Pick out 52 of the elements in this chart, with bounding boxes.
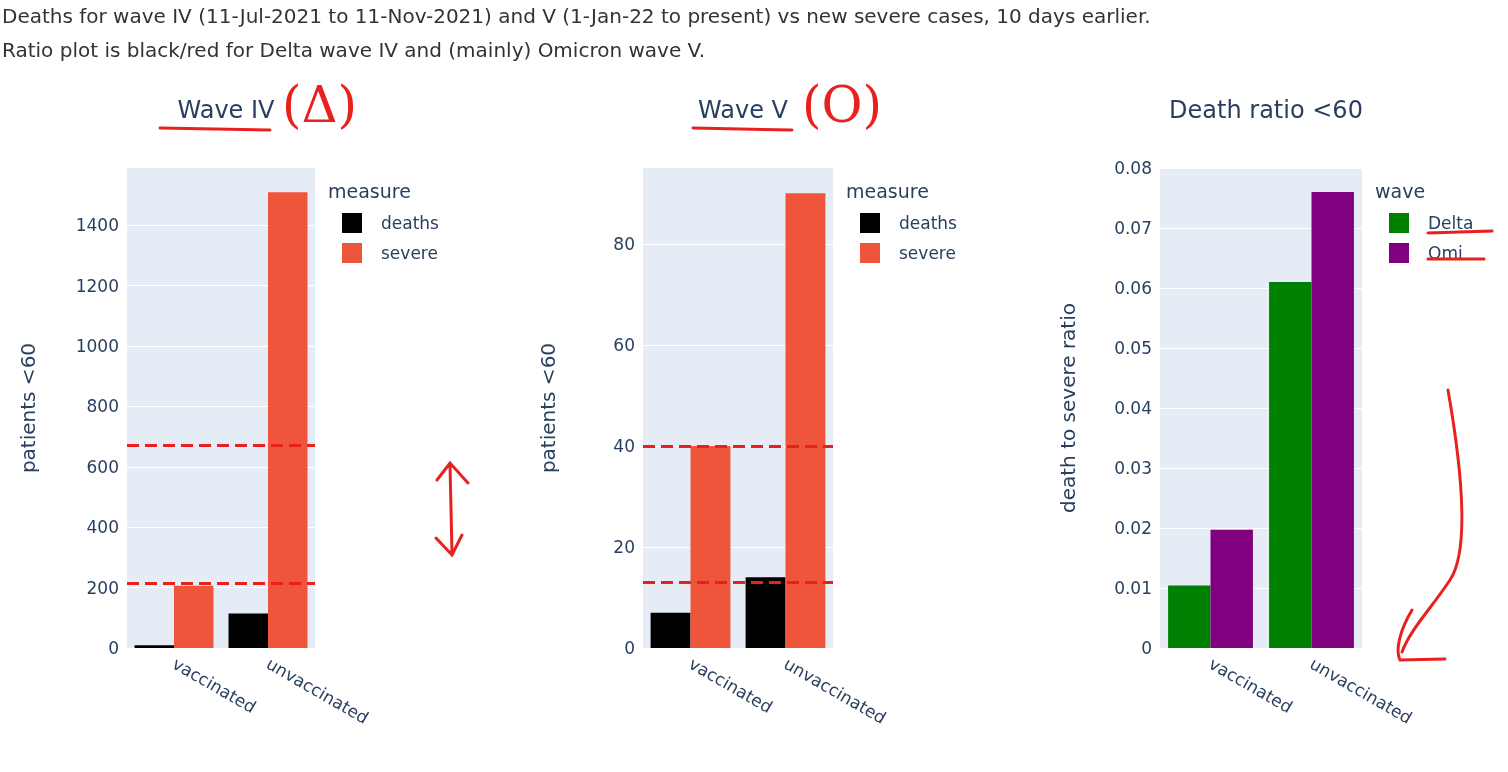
y-tick-label: 0 bbox=[1141, 638, 1152, 658]
y-tick-label: 1000 bbox=[75, 336, 119, 357]
legend-label: deaths bbox=[381, 213, 440, 233]
y-tick-label: 0.06 bbox=[1114, 278, 1152, 298]
bar bbox=[228, 613, 268, 648]
text: (Δ) bbox=[282, 76, 358, 134]
y-tick-label: 0.03 bbox=[1114, 458, 1152, 478]
y-tick-label: 0 bbox=[624, 638, 635, 658]
legend-label: deaths bbox=[899, 213, 958, 233]
y-tick-label: 800 bbox=[86, 396, 119, 417]
y-tick-label: 0.01 bbox=[1114, 578, 1152, 598]
text: (O) bbox=[802, 76, 883, 134]
bar bbox=[1168, 585, 1211, 648]
y-tick-label: 0 bbox=[108, 638, 119, 658]
chart-title: Wave V bbox=[698, 96, 789, 124]
y-tick-label: 600 bbox=[86, 456, 119, 477]
bar bbox=[1311, 192, 1354, 648]
y-tick-label: 0.07 bbox=[1114, 218, 1152, 238]
legend-label: severe bbox=[899, 243, 956, 263]
text: Deaths for wave IV (11-Jul-2021 to 11-Nov-2021) and V (1-Jan-22 to present) vs new severe cases, 10 days earlier. bbox=[2, 4, 1151, 28]
y-tick-label: 400 bbox=[86, 517, 119, 538]
bar bbox=[174, 585, 214, 648]
y-tick-label: 1200 bbox=[75, 275, 119, 296]
bar bbox=[785, 193, 826, 648]
text: Ratio plot is black/red for Delta wave IV and (mainly) Omicron wave V. bbox=[2, 38, 706, 62]
bar bbox=[745, 577, 786, 648]
y-tick-label: 0.08 bbox=[1114, 158, 1152, 178]
bar bbox=[134, 645, 174, 648]
y-tick-label: 0.04 bbox=[1114, 398, 1152, 418]
legend-label: Delta bbox=[1428, 213, 1474, 233]
legend-title: wave bbox=[1375, 179, 1426, 202]
legend-label: severe bbox=[381, 243, 438, 263]
bar bbox=[690, 445, 731, 648]
y-tick-label: 0.02 bbox=[1114, 518, 1152, 538]
bar bbox=[650, 612, 691, 648]
y-tick-label: 200 bbox=[86, 577, 119, 598]
y-axis-title: death to severe ratio bbox=[1056, 303, 1080, 513]
chart-title: Wave IV bbox=[177, 96, 276, 124]
y-tick-label: 60 bbox=[613, 334, 635, 355]
y-axis-title: patients <60 bbox=[16, 342, 40, 474]
y-tick-label: 1400 bbox=[75, 215, 119, 236]
legend-title: measure bbox=[846, 179, 929, 202]
y-tick-label: 80 bbox=[613, 233, 635, 254]
legend-title: measure bbox=[328, 179, 411, 202]
bar bbox=[1210, 529, 1253, 648]
bar bbox=[1269, 282, 1312, 648]
y-tick-label: 20 bbox=[613, 536, 635, 557]
bar bbox=[268, 192, 308, 648]
y-axis-title: patients <60 bbox=[536, 342, 560, 474]
y-tick-label: 0.05 bbox=[1114, 338, 1152, 358]
chart-title: Death ratio <60 bbox=[1169, 96, 1363, 124]
y-tick-label: 40 bbox=[613, 435, 635, 456]
